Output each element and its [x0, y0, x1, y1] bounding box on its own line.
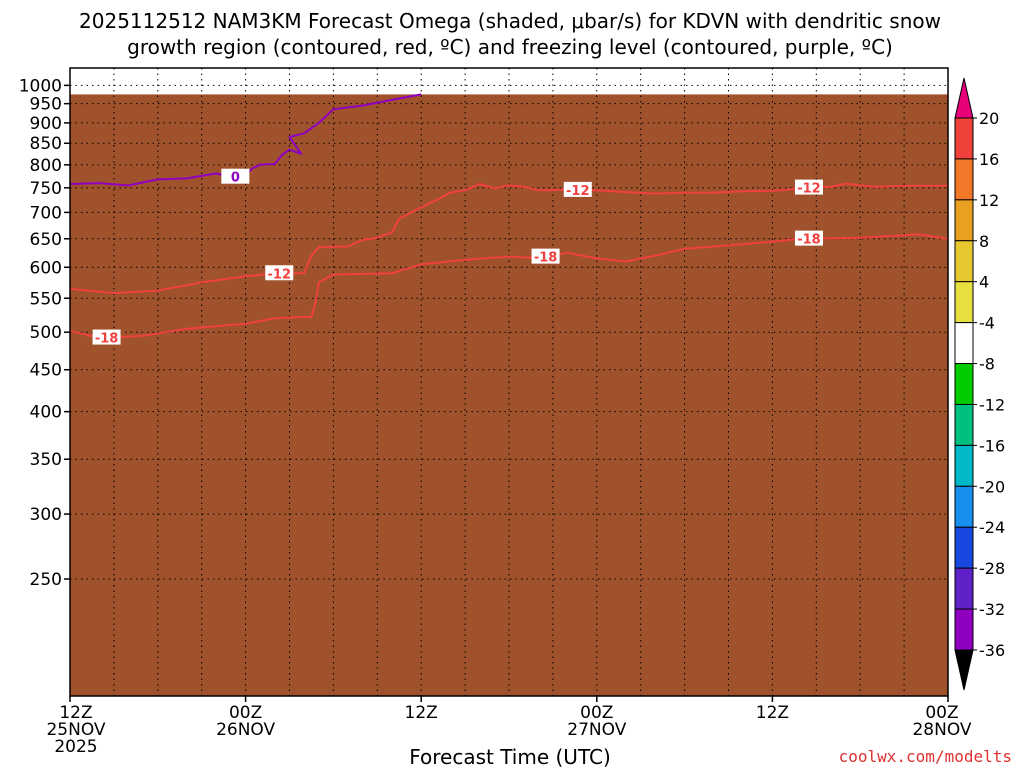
- chart-title-line-2: growth region (contoured, red, ºC) and f…: [127, 35, 893, 59]
- y-tick-label-750: 750: [30, 179, 62, 199]
- colorbar-label-9: -16: [979, 436, 1005, 455]
- x-tick-label-1-2: 26NOV: [216, 720, 275, 740]
- colorbar-label-7: -8: [979, 355, 995, 374]
- chart-title-line-1: 2025112512 NAM3KM Forecast Omega (shaded…: [79, 9, 941, 33]
- y-tick-label-450: 450: [30, 361, 62, 381]
- y-tick-label-700: 700: [30, 203, 62, 223]
- y-tick-label-500: 500: [30, 323, 62, 343]
- colorbar-segment-4: [954, 240, 974, 283]
- y-tick-label-300: 300: [30, 505, 62, 525]
- contour-label-3: -18: [797, 233, 821, 248]
- contour-label-bg-4: [265, 265, 294, 281]
- colorbar-segment-7: [954, 363, 974, 405]
- colorbar-segment-13: [954, 608, 974, 651]
- y-tick-label-600: 600: [30, 258, 62, 278]
- colorbar-label-14: -36: [979, 641, 1005, 660]
- x-tick-label-0-1: 12Z: [59, 703, 92, 723]
- colorbar-segment-12: [954, 567, 974, 610]
- y-tick-label-250: 250: [30, 570, 62, 590]
- grid-lines: [69, 68, 949, 696]
- plot-area: -18 -18 -18 -12 -12 -12 0: [69, 67, 949, 697]
- x-tick-label-5-1: 00Z: [925, 703, 958, 723]
- colorbar-segment-5: [954, 281, 974, 324]
- colorbar-bottom-triangle: [954, 649, 974, 691]
- colorbar-label-8: -12: [979, 395, 1005, 414]
- colorbar-segment-9: [954, 444, 974, 487]
- y-tick-label-950: 950: [30, 95, 62, 115]
- contour-label-5: -12: [566, 184, 590, 199]
- colorbar-segment-3: [954, 199, 974, 242]
- y-tick-label-850: 850: [30, 134, 62, 154]
- x-tick-label-0-3: 2025: [54, 737, 97, 757]
- temperature-contours: -18 -18 -18 -12 -12 -12 0: [69, 93, 949, 347]
- colorbar-label-12: -28: [979, 559, 1005, 578]
- colorbar-segment-6: [954, 322, 974, 365]
- colorbar-label-4: 8: [979, 232, 989, 251]
- contour-label-bg-1: [92, 329, 121, 345]
- y-tick-label-650: 650: [30, 230, 62, 250]
- x-tick-label-3-2: 27NOV: [567, 720, 626, 740]
- colorbar-segment-2: [954, 158, 974, 201]
- contour-label-bg-5: [563, 181, 592, 197]
- x-axis-label: Forecast Time (UTC): [409, 745, 611, 768]
- y-tick-label-550: 550: [30, 289, 62, 309]
- colorbar-label-11: -24: [979, 518, 1005, 537]
- y-tick-label-900: 900: [30, 114, 62, 134]
- isotherm-minus12-line: [69, 182, 948, 295]
- x-tick-label-0-2: 25NOV: [46, 720, 105, 740]
- colorbar-label-1: 20: [979, 109, 999, 128]
- contour-label-1: -18: [95, 332, 119, 347]
- y-tick-label-800: 800: [30, 156, 62, 176]
- x-tick-label-4-1: 12Z: [756, 703, 789, 723]
- colorbar-label-10: -20: [979, 477, 1005, 496]
- contour-label-6: -12: [797, 182, 821, 197]
- contour-label-bg-3: [794, 230, 823, 246]
- colorbar-label-6: -4: [979, 314, 995, 333]
- colorbar-segment-8: [954, 403, 974, 446]
- credit-text: coolwx.com/modelts: [839, 747, 1012, 766]
- contour-label-4: -12: [268, 267, 292, 282]
- colorbar-label-13: -32: [979, 600, 1005, 619]
- contour-label-bg-6: [794, 179, 823, 195]
- colorbar-label-5: 4: [979, 273, 989, 292]
- isotherm-0-line: [69, 93, 422, 187]
- colorbar: 20 16 12 8 4 -4 -8 -12 -16 -20 -24 -28 -32 -36: [954, 77, 1005, 691]
- contour-label-bg-2: [531, 248, 560, 264]
- x-tick-label-2-1: 12Z: [405, 703, 438, 723]
- contour-label-2: -18: [534, 251, 558, 266]
- x-tick-label-3-1: 00Z: [580, 703, 613, 723]
- colorbar-segment-1: [954, 117, 974, 160]
- isotherm-minus18-line: [69, 233, 949, 339]
- colorbar-label-2: 16: [979, 150, 999, 169]
- contour-label-7: 0: [231, 171, 240, 186]
- plot-frame: [69, 67, 949, 697]
- colorbar-segment-10: [954, 485, 974, 528]
- colorbar-top-triangle: [954, 77, 974, 119]
- y-tick-label-1000: 1000: [19, 76, 62, 96]
- y-tick-label-350: 350: [30, 450, 62, 470]
- contour-label-bg-7: [221, 168, 250, 184]
- x-tick-label-1-1: 00Z: [229, 703, 262, 723]
- y-tick-label-400: 400: [30, 403, 62, 423]
- x-tick-label-5-2: 28NOV: [912, 720, 971, 740]
- colorbar-segment-11: [954, 526, 974, 569]
- y-axis: 2503003504004505005506006507007508008509…: [19, 76, 70, 590]
- colorbar-label-3: 12: [979, 191, 999, 210]
